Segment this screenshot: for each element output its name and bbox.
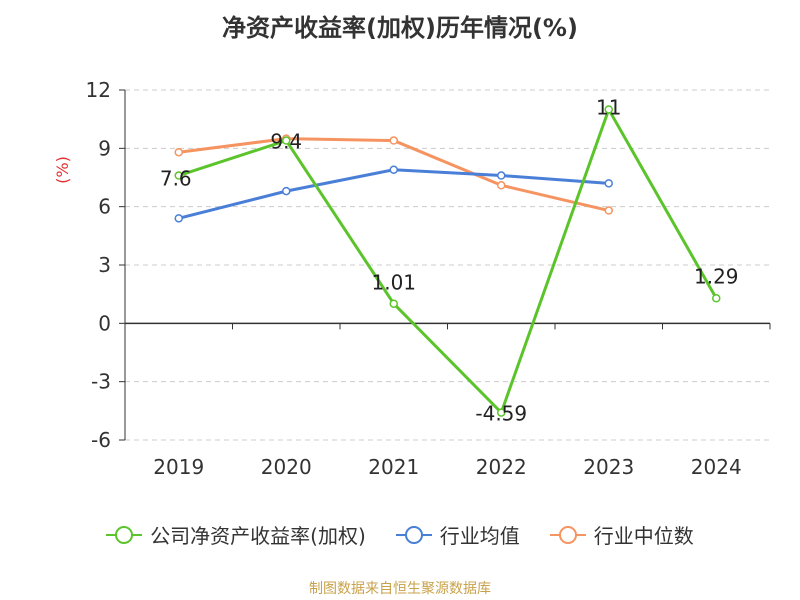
legend-industry-median-label: 行业中位数	[593, 524, 694, 548]
data-point	[604, 179, 613, 188]
data-label: 7.6	[160, 167, 192, 191]
legend-company-label: 公司净资产收益率(加权)	[150, 524, 366, 548]
data-point	[174, 171, 183, 180]
data-point	[712, 294, 721, 303]
legend-industry-median-icon	[549, 525, 586, 544]
data-point	[497, 171, 506, 180]
x-tick-label: 2021	[368, 455, 419, 479]
data-point	[604, 206, 613, 215]
data-label: 11	[596, 95, 621, 119]
legend-icon-marker	[558, 525, 577, 544]
data-label: 1.29	[694, 264, 739, 288]
y-tick-label: -6	[91, 428, 111, 452]
data-point	[389, 299, 398, 308]
y-tick-label: 0	[98, 311, 111, 335]
x-tick-label: 2020	[261, 455, 312, 479]
chart-title: 净资产收益率(加权)历年情况(%)	[222, 14, 578, 42]
data-point	[389, 165, 398, 174]
data-point	[604, 105, 613, 114]
data-source-note: 制图数据来自恒生聚源数据库	[309, 581, 491, 597]
data-point	[497, 181, 506, 190]
y-tick-label: 12	[86, 78, 111, 102]
x-tick-label: 2019	[153, 455, 204, 479]
series-line	[178, 107, 718, 415]
y-tick-label: -3	[91, 370, 111, 394]
legend-icon-marker	[115, 525, 134, 544]
legend-industry-mean-icon	[395, 525, 432, 544]
x-tick-label: 2022	[476, 455, 527, 479]
x-tick-label: 2023	[583, 455, 634, 479]
legend-item-company[interactable]: 公司净资产收益率(加权)	[106, 520, 366, 549]
data-point	[174, 147, 183, 157]
y-tick-label: 9	[98, 136, 111, 160]
legend-industry-mean-label: 行业均值	[439, 524, 520, 548]
series-line	[178, 137, 610, 213]
legend-icon-marker	[404, 525, 423, 544]
data-point	[174, 214, 183, 223]
data-label: -4.59	[475, 402, 527, 426]
y-tick-label: 3	[98, 253, 111, 277]
y-axis-label: (%)	[53, 156, 72, 184]
legend-company-icon	[106, 525, 143, 544]
data-point	[282, 186, 291, 196]
legend: 公司净资产收益率(加权) 行业均值 行业中位数	[0, 520, 800, 549]
legend-item-industry-median[interactable]: 行业中位数	[549, 520, 694, 549]
data-point	[389, 136, 398, 145]
data-label: 1.01	[371, 271, 416, 295]
data-point	[282, 136, 291, 145]
y-tick-label: 6	[98, 195, 111, 219]
legend-item-industry-mean[interactable]: 行业均值	[395, 520, 520, 549]
data-point	[497, 408, 506, 417]
x-tick-label: 2024	[691, 455, 742, 479]
data-label: 9.4	[270, 130, 302, 154]
